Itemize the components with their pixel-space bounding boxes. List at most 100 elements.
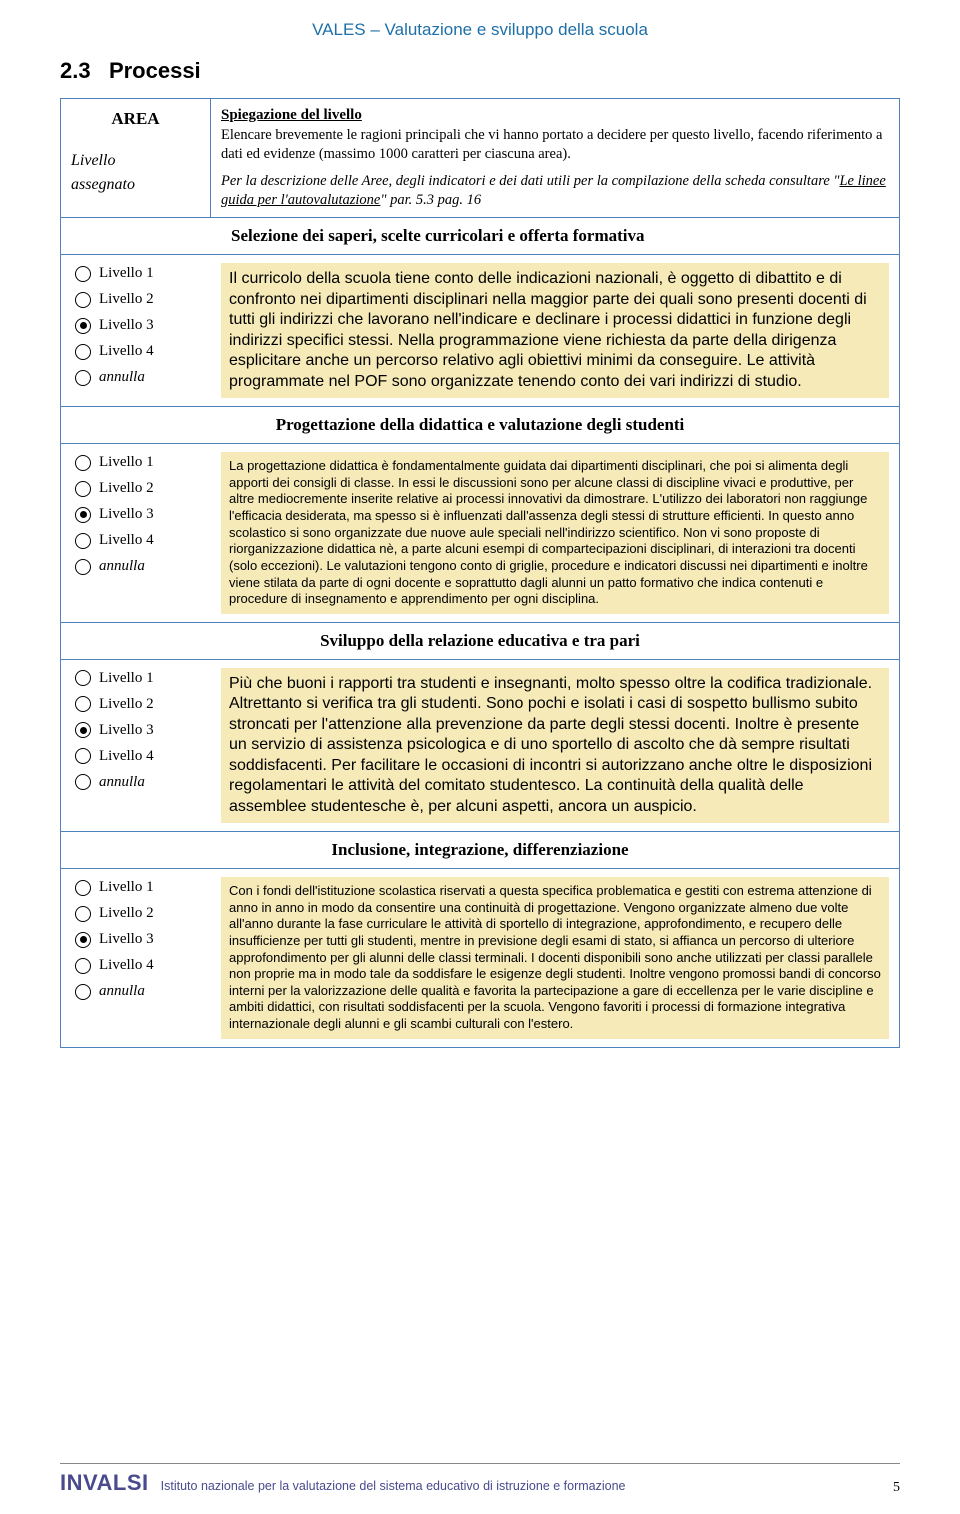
section-4-radio-group: Livello 1 Livello 2 Livello 3 Livello 4 …	[61, 869, 211, 1047]
radio-label: Livello 3	[99, 931, 154, 948]
livello-label-2: assegnato	[71, 176, 135, 193]
radio-annulla[interactable]: annulla	[75, 558, 203, 575]
invalsi-logo: INVALSI	[60, 1470, 149, 1496]
radio-livello-4[interactable]: Livello 4	[75, 532, 203, 549]
section-2-heading-row: Progettazione della didattica e valutazi…	[60, 407, 900, 444]
radio-livello-1[interactable]: Livello 1	[75, 265, 203, 282]
radio-label: Livello 2	[99, 905, 154, 922]
radio-livello-1[interactable]: Livello 1	[75, 454, 203, 471]
radio-label: annulla	[99, 558, 145, 575]
radio-label: Livello 2	[99, 291, 154, 308]
section-2-block: Livello 1 Livello 2 Livello 3 Livello 4 …	[60, 444, 900, 623]
radio-circle-icon	[75, 344, 91, 360]
section-3-content: Più che buoni i rapporti tra studenti e …	[211, 660, 899, 831]
radio-circle-icon	[75, 958, 91, 974]
radio-circle-icon	[75, 932, 91, 948]
spiegazione-note-2: " par. 5.3 pag. 16	[380, 192, 481, 208]
area-left-col: AREA Livello assegnato	[61, 99, 211, 217]
radio-circle-icon	[75, 266, 91, 282]
radio-label: Livello 3	[99, 317, 154, 334]
radio-label: Livello 2	[99, 480, 154, 497]
radio-livello-3[interactable]: Livello 3	[75, 506, 203, 523]
radio-label: Livello 1	[99, 879, 154, 896]
radio-circle-icon	[75, 984, 91, 1000]
footer-logo: INVALSI Istituto nazionale per la valuta…	[60, 1470, 626, 1496]
radio-circle-icon	[75, 533, 91, 549]
radio-annulla[interactable]: annulla	[75, 369, 203, 386]
section-3-block: Livello 1 Livello 2 Livello 3 Livello 4 …	[60, 660, 900, 832]
area-label: AREA	[71, 109, 200, 129]
radio-livello-1[interactable]: Livello 1	[75, 670, 203, 687]
radio-circle-icon	[75, 455, 91, 471]
section-4-heading-row: Inclusione, integrazione, differenziazio…	[60, 832, 900, 869]
radio-circle-icon	[75, 906, 91, 922]
radio-livello-4[interactable]: Livello 4	[75, 343, 203, 360]
radio-livello-1[interactable]: Livello 1	[75, 879, 203, 896]
radio-label: Livello 1	[99, 454, 154, 471]
spiegazione-title: Spiegazione del livello	[221, 107, 889, 124]
footer: INVALSI Istituto nazionale per la valuta…	[60, 1463, 900, 1496]
radio-label: Livello 4	[99, 532, 154, 549]
section-1-radio-group: Livello 1 Livello 2 Livello 3 Livello 4 …	[61, 255, 211, 406]
section-4-content: Con i fondi dell'istituzione scolastica …	[211, 869, 899, 1047]
radio-annulla[interactable]: annulla	[75, 983, 203, 1000]
radio-livello-3[interactable]: Livello 3	[75, 931, 203, 948]
radio-circle-icon	[75, 507, 91, 523]
section-2-text: La progettazione didattica è fondamental…	[221, 452, 889, 614]
livello-label-1: Livello	[71, 152, 115, 169]
radio-livello-3[interactable]: Livello 3	[75, 722, 203, 739]
section-name: Processi	[109, 58, 201, 83]
radio-circle-icon	[75, 559, 91, 575]
radio-annulla[interactable]: annulla	[75, 774, 203, 791]
radio-label: annulla	[99, 774, 145, 791]
radio-label: Livello 3	[99, 506, 154, 523]
section-1-heading: Selezione dei saperi, scelte curricolari…	[71, 226, 889, 246]
radio-dot-icon	[80, 727, 87, 734]
radio-label: Livello 4	[99, 343, 154, 360]
radio-circle-icon	[75, 670, 91, 686]
section-1-heading-row: Selezione dei saperi, scelte curricolari…	[60, 218, 900, 255]
radio-circle-icon	[75, 774, 91, 790]
section-number: 2.3	[60, 58, 91, 83]
radio-dot-icon	[80, 511, 87, 518]
spiegazione-body: Elencare brevemente le ragioni principal…	[221, 126, 889, 164]
radio-dot-icon	[80, 322, 87, 329]
radio-circle-icon	[75, 481, 91, 497]
spiegazione-note: Per la descrizione delle Aree, degli ind…	[221, 172, 889, 210]
radio-label: Livello 2	[99, 696, 154, 713]
radio-livello-4[interactable]: Livello 4	[75, 748, 203, 765]
invalsi-subtitle: Istituto nazionale per la valutazione de…	[161, 1479, 626, 1493]
radio-livello-3[interactable]: Livello 3	[75, 317, 203, 334]
section-2-content: La progettazione didattica è fondamental…	[211, 444, 899, 622]
section-4-block: Livello 1 Livello 2 Livello 3 Livello 4 …	[60, 869, 900, 1048]
page-container: VALES – Valutazione e sviluppo della scu…	[0, 0, 960, 1128]
radio-livello-2[interactable]: Livello 2	[75, 480, 203, 497]
livello-assegnato-label: Livello assegnato	[71, 149, 200, 197]
radio-livello-4[interactable]: Livello 4	[75, 957, 203, 974]
radio-label: Livello 4	[99, 748, 154, 765]
radio-dot-icon	[80, 936, 87, 943]
radio-circle-icon	[75, 696, 91, 712]
radio-label: annulla	[99, 983, 145, 1000]
section-3-heading-row: Sviluppo della relazione educativa e tra…	[60, 623, 900, 660]
section-3-text: Più che buoni i rapporti tra studenti e …	[221, 668, 889, 823]
section-1-text: Il curricolo della scuola tiene conto de…	[221, 263, 889, 398]
area-header-row: AREA Livello assegnato Spiegazione del l…	[60, 98, 900, 218]
section-4-text: Con i fondi dell'istituzione scolastica …	[221, 877, 889, 1039]
radio-label: Livello 4	[99, 957, 154, 974]
spiegazione-note-1: Per la descrizione delle Aree, degli ind…	[221, 173, 839, 189]
radio-label: Livello 3	[99, 722, 154, 739]
radio-label: Livello 1	[99, 265, 154, 282]
radio-circle-icon	[75, 880, 91, 896]
header-title: VALES – Valutazione e sviluppo della scu…	[60, 20, 900, 40]
section-4-heading: Inclusione, integrazione, differenziazio…	[71, 840, 889, 860]
radio-label: Livello 1	[99, 670, 154, 687]
section-3-heading: Sviluppo della relazione educativa e tra…	[71, 631, 889, 651]
section-1-content: Il curricolo della scuola tiene conto de…	[211, 255, 899, 406]
section-3-radio-group: Livello 1 Livello 2 Livello 3 Livello 4 …	[61, 660, 211, 831]
radio-livello-2[interactable]: Livello 2	[75, 291, 203, 308]
radio-livello-2[interactable]: Livello 2	[75, 696, 203, 713]
radio-circle-icon	[75, 748, 91, 764]
radio-livello-2[interactable]: Livello 2	[75, 905, 203, 922]
section-2-radio-group: Livello 1 Livello 2 Livello 3 Livello 4 …	[61, 444, 211, 622]
